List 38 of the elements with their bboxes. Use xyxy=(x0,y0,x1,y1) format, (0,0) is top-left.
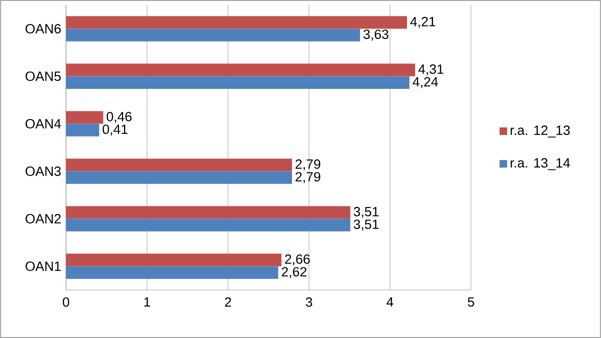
bar xyxy=(66,76,410,89)
data-label: 3,51 xyxy=(354,220,379,231)
y-tick-label: OAN4 xyxy=(26,119,61,128)
bar xyxy=(66,111,104,124)
bar xyxy=(66,206,350,219)
x-tick-label: 2 xyxy=(224,297,232,307)
x-tick-label: 5 xyxy=(468,297,474,307)
bar xyxy=(66,124,100,136)
data-label: 3,63 xyxy=(363,30,388,41)
bar xyxy=(66,218,350,232)
y-tick-label: OAN5 xyxy=(26,72,61,81)
y-tick-label: OAN3 xyxy=(26,166,61,176)
y-tick-label: OAN1 xyxy=(26,262,61,271)
data-label: 2,66 xyxy=(285,254,310,266)
data-label: 3,51 xyxy=(354,206,379,218)
data-label: 2,79 xyxy=(296,172,320,184)
data-label: 4,24 xyxy=(412,77,438,88)
bar xyxy=(66,16,408,29)
data-label: 4,31 xyxy=(418,64,444,76)
data-label: 0,41 xyxy=(102,124,128,136)
x-tick-label: 3 xyxy=(306,297,312,307)
data-label: 2,62 xyxy=(282,267,306,278)
data-label: 0,46 xyxy=(106,112,132,123)
bar xyxy=(66,254,282,266)
x-tick-label: 1 xyxy=(144,297,150,307)
legend-label: r.a. 13_14 xyxy=(510,158,570,170)
y-tick-label: OAN6 xyxy=(26,24,61,34)
legend-label: r.a. 12_13 xyxy=(510,126,570,138)
x-tick-label: 0 xyxy=(62,297,70,307)
bar xyxy=(66,171,292,184)
bar xyxy=(66,28,360,42)
bar xyxy=(66,266,278,279)
data-label: 4,21 xyxy=(410,16,436,28)
bar xyxy=(66,158,292,172)
x-tick-label: 4 xyxy=(386,297,394,307)
bar xyxy=(66,64,416,76)
data-label: 2,79 xyxy=(296,159,320,170)
y-tick-label: OAN2 xyxy=(26,214,61,224)
